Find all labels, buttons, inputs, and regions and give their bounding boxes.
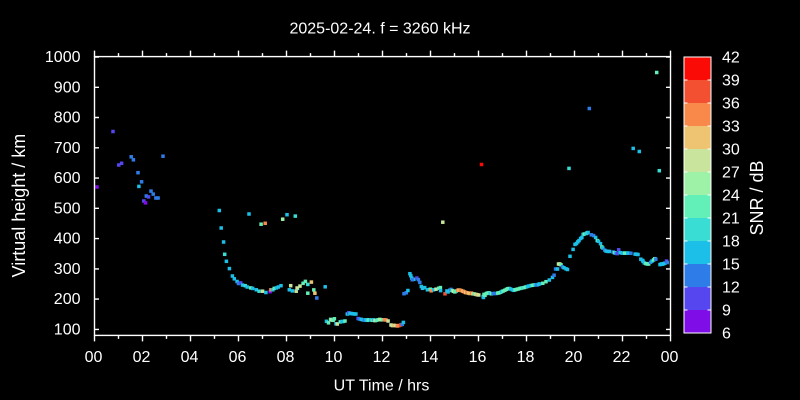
svg-text:9: 9	[722, 303, 731, 320]
svg-text:Virtual height / km: Virtual height / km	[9, 134, 29, 278]
svg-text:20: 20	[565, 349, 583, 366]
svg-text:39: 39	[722, 73, 740, 90]
svg-text:UT Time / hrs: UT Time / hrs	[334, 378, 430, 395]
svg-text:200: 200	[54, 291, 81, 308]
svg-text:21: 21	[722, 211, 740, 228]
svg-text:500: 500	[54, 200, 81, 217]
svg-text:SNR / dB: SNR / dB	[747, 160, 767, 235]
svg-text:33: 33	[722, 119, 740, 136]
svg-text:12: 12	[722, 280, 740, 297]
svg-text:400: 400	[54, 231, 81, 248]
svg-text:00: 00	[85, 349, 103, 366]
svg-text:04: 04	[181, 349, 199, 366]
svg-text:700: 700	[54, 140, 81, 157]
svg-text:27: 27	[722, 165, 740, 182]
svg-text:16: 16	[469, 349, 487, 366]
svg-text:10: 10	[325, 349, 343, 366]
svg-text:02: 02	[133, 349, 151, 366]
svg-text:42: 42	[722, 50, 740, 67]
svg-text:1000: 1000	[45, 49, 81, 66]
svg-text:06: 06	[229, 349, 247, 366]
svg-text:600: 600	[54, 170, 81, 187]
svg-text:30: 30	[722, 142, 740, 159]
svg-text:2025-02-24. f = 3260 kHz: 2025-02-24. f = 3260 kHz	[289, 21, 470, 38]
svg-text:18: 18	[722, 234, 740, 251]
svg-text:36: 36	[722, 96, 740, 113]
svg-text:800: 800	[54, 110, 81, 127]
svg-text:24: 24	[722, 188, 740, 205]
svg-text:12: 12	[373, 349, 391, 366]
svg-text:100: 100	[54, 321, 81, 338]
svg-text:900: 900	[54, 79, 81, 96]
svg-text:14: 14	[421, 349, 439, 366]
svg-text:08: 08	[277, 349, 295, 366]
svg-text:18: 18	[517, 349, 535, 366]
svg-text:15: 15	[722, 257, 740, 274]
svg-text:22: 22	[613, 349, 631, 366]
svg-text:300: 300	[54, 261, 81, 278]
svg-text:6: 6	[722, 326, 731, 343]
svg-text:00: 00	[661, 349, 679, 366]
